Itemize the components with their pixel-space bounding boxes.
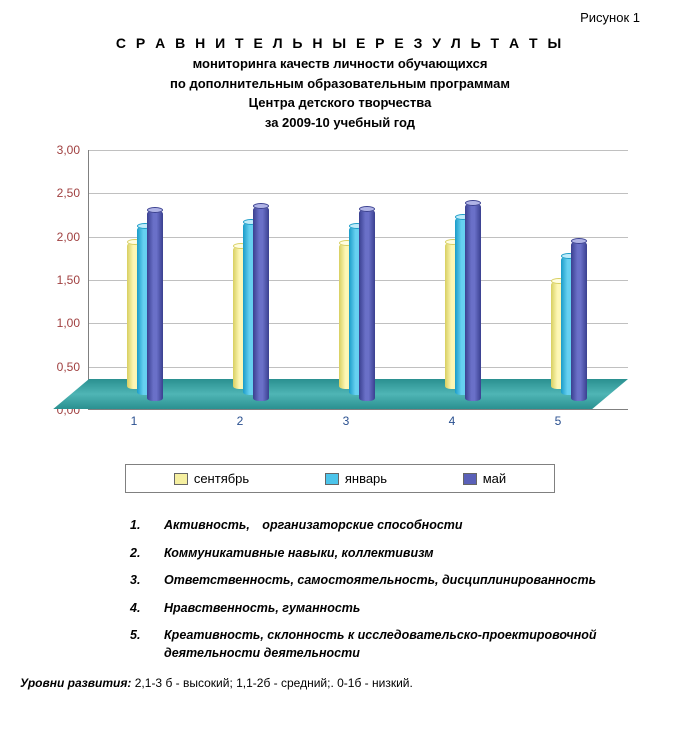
note-row: 2. Коммуникативные навыки, коллективизм — [130, 545, 660, 563]
legend-label: май — [483, 471, 506, 486]
y-tick-label: 3,00 — [57, 143, 80, 157]
y-tick-label: 1,00 — [57, 316, 80, 330]
y-tick-label: 1,50 — [57, 273, 80, 287]
legend-item-сентябрь: сентябрь — [174, 471, 249, 486]
y-axis: 0,000,501,001,502,002,503,00 — [40, 150, 84, 410]
legend-item-май: май — [463, 471, 506, 486]
note-number: 4. — [130, 600, 148, 618]
levels-text: 2,1-3 б - высокий; 1,1-2б - средний;. 0-… — [131, 676, 412, 690]
legend: сентябрь январь май — [125, 464, 555, 493]
note-text: Активность, организаторские способности — [164, 517, 660, 535]
legend-label: сентябрь — [194, 471, 249, 486]
note-number: 3. — [130, 572, 148, 590]
note-row: 1. Активность, организаторские способност… — [130, 517, 660, 535]
legend-label: январь — [345, 471, 387, 486]
note-number: 2. — [130, 545, 148, 563]
note-number: 5. — [130, 627, 148, 662]
title-line-5: за 2009-10 учебный год — [20, 113, 660, 133]
legend-item-январь: январь — [325, 471, 387, 486]
levels-caption: Уровни развития: 2,1-3 б - высокий; 1,1-… — [20, 676, 660, 690]
note-row: 3. Ответственность, самостоятельность, ди… — [130, 572, 660, 590]
plot-area — [88, 150, 628, 410]
y-tick-label: 0,50 — [57, 360, 80, 374]
legend-swatch — [463, 473, 477, 485]
note-text: Креативность, склонность к исследователь… — [164, 627, 660, 662]
note-text: Нравственность, гуманность — [164, 600, 660, 618]
y-tick-label: 2,50 — [57, 186, 80, 200]
x-axis: 1 2 3 4 5 — [88, 414, 628, 434]
note-text: Коммуникативные навыки, коллективизм — [164, 545, 660, 563]
bar-май-1 — [147, 210, 163, 401]
bar-май-3 — [359, 209, 375, 401]
chart: 0,000,501,001,502,002,503,00 12345 — [40, 150, 640, 450]
chart-title-block: С Р А В Н И Т Е Л Ь Н Ы Е Р Е З У Л Ь Т … — [20, 33, 660, 132]
bar-май-5 — [571, 241, 587, 401]
bar-май-2 — [253, 206, 269, 401]
x-tick-label: 2 — [237, 414, 244, 428]
bar-май-4 — [465, 203, 481, 401]
x-tick-label: 4 — [449, 414, 456, 428]
note-row: 5. Креативность, склонность к исследовате… — [130, 627, 660, 662]
legend-swatch — [325, 473, 339, 485]
title-line-4: Центра детского творчества — [20, 93, 660, 113]
title-line-2: мониторинга качеств личности обучающихся — [20, 54, 660, 74]
levels-label: Уровни развития: — [20, 676, 131, 690]
category-notes: 1. Активность, организаторские способност… — [20, 517, 660, 662]
x-tick-label: 5 — [555, 414, 562, 428]
note-number: 1. — [130, 517, 148, 535]
x-tick-label: 3 — [343, 414, 350, 428]
x-tick-label: 1 — [131, 414, 138, 428]
title-main: С Р А В Н И Т Е Л Ь Н Ы Е Р Е З У Л Ь Т … — [20, 33, 660, 54]
figure-label: Рисунок 1 — [20, 10, 660, 25]
title-line-3: по дополнительным образовательным програ… — [20, 74, 660, 94]
note-text: Ответственность, самостоятельность, дисц… — [164, 572, 660, 590]
y-tick-label: 2,00 — [57, 230, 80, 244]
note-row: 4. Нравственность, гуманность — [130, 600, 660, 618]
legend-swatch — [174, 473, 188, 485]
